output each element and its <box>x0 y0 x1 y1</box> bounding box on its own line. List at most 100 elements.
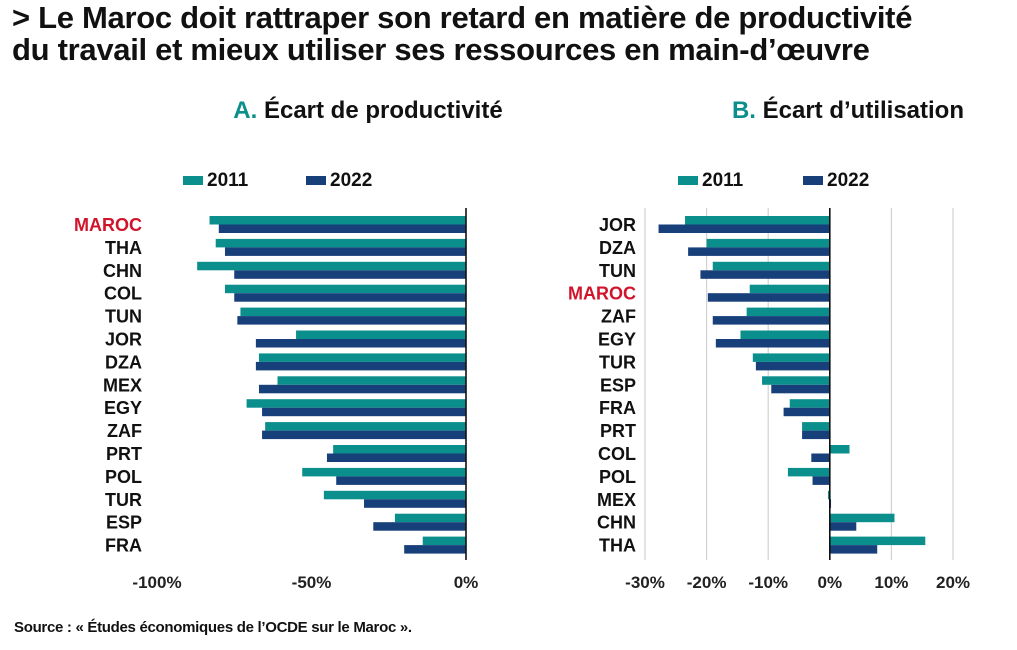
panel-a-bar-dza-2011 <box>258 353 466 362</box>
panel-a-category-label: ESP <box>106 513 142 533</box>
panel-a-bar-tun-2022 <box>237 316 466 325</box>
panel-a-bar-col-2011 <box>224 284 466 294</box>
panel-a-bar-maroc-2011 <box>209 216 466 225</box>
panel-a-bar-prt-2022 <box>326 453 466 462</box>
panel-a-bar-pol-2011 <box>302 467 466 477</box>
panel-a-bar-prt-2011 <box>333 445 466 454</box>
panel-a-bar-jor-2022 <box>255 339 466 348</box>
panel-a-bar-zaf-2022 <box>262 430 466 440</box>
panel-a-category-label: ZAF <box>107 421 142 441</box>
panel-b-bar-col-2022 <box>811 453 830 462</box>
panel-b-title-text: Écart d’utilisation <box>763 96 964 124</box>
panel-b-bar-dza-2022 <box>688 247 830 256</box>
panel-b-bar-esp-2011 <box>762 376 830 385</box>
panel-b-tick-label: -30% <box>625 573 665 592</box>
panel-b-category-label: PRT <box>600 421 636 441</box>
panel-b-category-label: MAROC <box>568 284 636 304</box>
panel-b-tick-label: 20% <box>936 573 970 592</box>
panel-a-bar-tur-2022 <box>364 499 466 508</box>
panel-a-bar-esp-2022 <box>373 522 466 531</box>
panel-b-category-label: CHN <box>597 513 636 533</box>
panel-a-bar-dza-2022 <box>255 361 466 371</box>
panel-b-bar-col-2011 <box>829 445 850 454</box>
panel-b-category-label: TUR <box>599 352 636 372</box>
headline-line-2: du travail et mieux utiliser ses ressour… <box>12 32 870 67</box>
panel-a-bar-egy-2011 <box>246 399 466 408</box>
panel-a-title-text: Écart de productivité <box>264 96 503 124</box>
panel-b-category-label: ESP <box>600 375 636 395</box>
panel-b-tick-label: -10% <box>748 573 788 592</box>
panel-a-category-label: POL <box>105 467 142 487</box>
panel-a-bar-col-2022 <box>234 293 466 302</box>
panel-a-bar-tun-2011 <box>240 307 466 317</box>
panel-a-category-label: FRA <box>105 536 142 556</box>
panel-a-category-label: PRT <box>106 444 142 464</box>
panel-b-bar-dza-2011 <box>706 238 830 248</box>
source-note: Source : « Études économiques de l’OCDE … <box>14 619 412 636</box>
panel-a-legend-label-2011: 2011 <box>207 170 249 191</box>
panel-b-bar-pol-2011 <box>787 467 830 477</box>
panel-b-bar-prt-2022 <box>802 430 830 440</box>
panel-a-bar-fra-2011 <box>422 536 466 546</box>
panel-a-bar-chn-2022 <box>234 270 466 279</box>
panel-a-bar-egy-2022 <box>262 407 466 417</box>
panel-a-bar-maroc-2022 <box>218 224 466 233</box>
panel-b-bar-mex-2011 <box>827 490 830 500</box>
panel-a-legend-swatch-2011 <box>183 176 203 185</box>
panel-a-bar-tha-2022 <box>224 247 466 256</box>
panel-a-category-label: COL <box>104 284 142 304</box>
panel-a-legend-label-2022: 2022 <box>330 170 372 191</box>
panel-b-bar-zaf-2011 <box>746 307 830 317</box>
panel-a-category-label: MAROC <box>74 215 142 235</box>
panel-b-legend-swatch-2011 <box>678 176 698 185</box>
panel-b-tick-label: 0% <box>818 573 843 592</box>
panel-b-bar-esp-2022 <box>771 384 830 394</box>
panel-a-legend-swatch-2022 <box>306 176 326 185</box>
panel-a-bar-jor-2011 <box>296 330 466 339</box>
panel-b-bar-maroc-2022 <box>707 293 830 302</box>
panel-a-category-label: DZA <box>105 352 142 372</box>
panel-b-category-label: DZA <box>599 238 636 258</box>
panel-b-bar-prt-2011 <box>802 422 830 431</box>
panel-a-bar-tha-2011 <box>215 238 466 248</box>
panel-b-category-label: POL <box>599 467 636 487</box>
panel-b-title: B. Écart d’utilisation <box>732 96 964 124</box>
panel-a-bar-chn-2011 <box>197 261 467 271</box>
panel-a-bar-mex-2022 <box>258 384 466 394</box>
panel-b-bar-jor-2022 <box>658 224 830 233</box>
panel-a-category-label: JOR <box>105 330 142 350</box>
panel-b-category-label: EGY <box>598 330 636 350</box>
panel-a-letter: A. <box>233 97 264 124</box>
panel-b-category-label: COL <box>598 444 636 464</box>
panel-b-category-label: THA <box>599 536 636 556</box>
panel-b-category-label: MEX <box>597 490 636 510</box>
headline-line-1: > Le Maroc doit rattraper son retard en … <box>12 0 913 35</box>
panel-a-category-label: EGY <box>104 398 142 418</box>
panel-b-legend-swatch-2022 <box>803 176 823 185</box>
panel-b-bar-egy-2022 <box>715 339 830 348</box>
panel-b-bar-maroc-2011 <box>749 284 830 294</box>
panel-b-legend-label-2022: 2022 <box>827 170 869 191</box>
panel-a-bar-tur-2011 <box>323 490 466 500</box>
panel-b-category-label: FRA <box>599 398 636 418</box>
panel-b-bar-egy-2011 <box>740 330 830 339</box>
panel-b-letter: B. <box>732 97 763 124</box>
panel-a-tick-label: -100% <box>132 573 181 592</box>
panel-b-category-label: JOR <box>599 215 636 235</box>
panel-b-bar-tha-2011 <box>829 536 926 546</box>
panel-a-tick-label: -50% <box>292 573 332 592</box>
panel-b-bar-pol-2022 <box>812 476 830 485</box>
panel-a-tick-label: 0% <box>454 573 479 592</box>
panel-a-category-label: MEX <box>103 375 142 395</box>
panel-b-bar-fra-2011 <box>789 399 830 408</box>
panel-b-tick-label: 10% <box>874 573 908 592</box>
panel-b-bar-chn-2011 <box>829 513 895 523</box>
panel-b-bar-jor-2011 <box>685 216 830 225</box>
panel-a-bar-fra-2022 <box>404 545 466 554</box>
panel-b-bar-tun-2011 <box>712 261 830 271</box>
panel-b-category-label: TUN <box>599 261 636 281</box>
panel-b-legend-label-2011: 2011 <box>702 170 744 191</box>
panel-b-bar-fra-2022 <box>783 407 830 417</box>
panel-a-category-label: TUR <box>105 490 142 510</box>
